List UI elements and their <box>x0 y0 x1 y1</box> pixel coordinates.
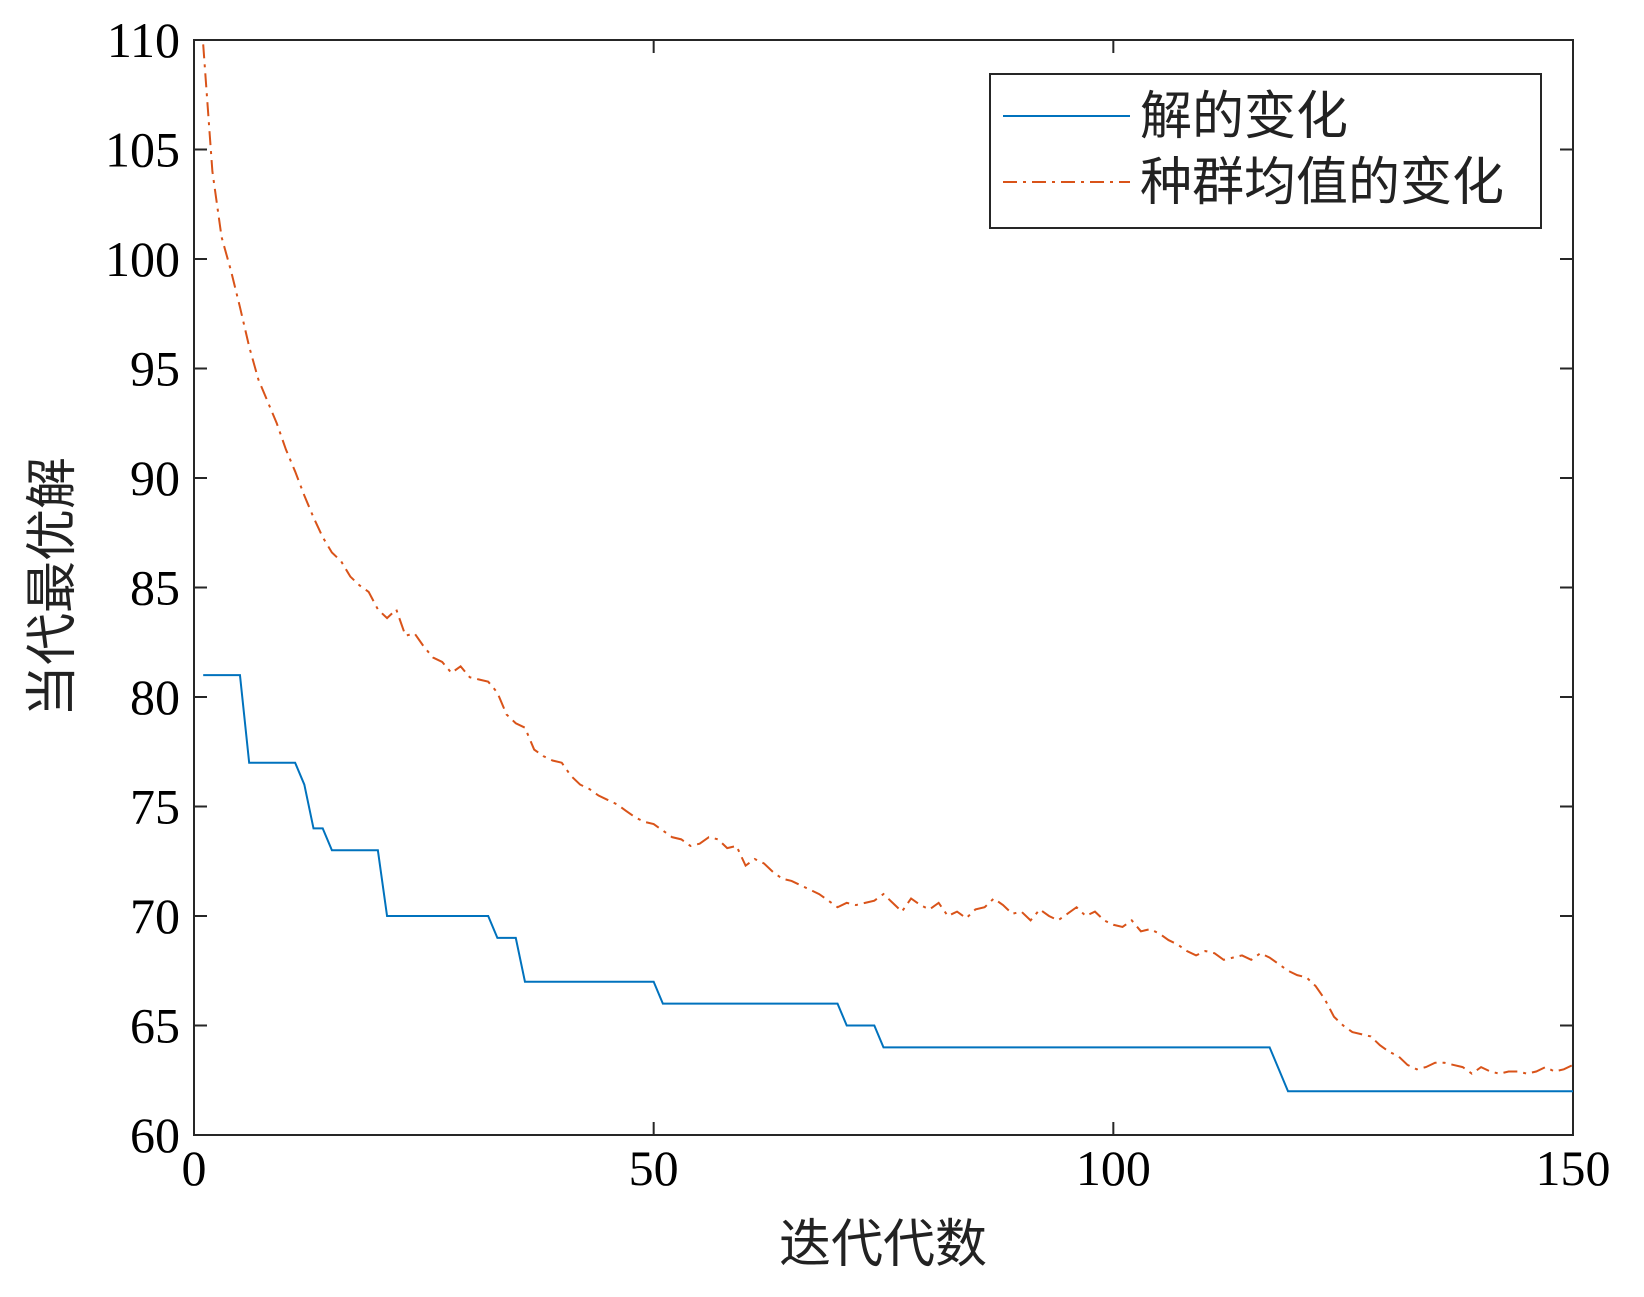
x-tick-label: 0 <box>182 1140 207 1196</box>
x-tick-label: 100 <box>1076 1140 1151 1196</box>
y-tick-label: 100 <box>105 231 180 287</box>
x-tick-label: 50 <box>629 1140 679 1196</box>
y-tick-label: 85 <box>130 560 180 616</box>
legend-label: 种群均值的变化 <box>1140 153 1504 213</box>
x-axis-label: 迭代代数 <box>779 1215 987 1275</box>
y-tick-label: 80 <box>130 669 180 725</box>
y-tick-label: 60 <box>130 1107 180 1163</box>
y-axis-label: 当代最优解 <box>23 457 83 717</box>
legend-label: 解的变化 <box>1140 87 1348 147</box>
y-tick-label: 110 <box>107 12 180 68</box>
legend-box <box>989 73 1542 229</box>
y-tick-label: 70 <box>130 888 180 944</box>
y-tick-label: 65 <box>130 998 180 1054</box>
y-tick-label: 90 <box>130 450 180 506</box>
y-tick-label: 75 <box>130 779 180 835</box>
y-tick-label: 105 <box>105 122 180 178</box>
series-line <box>203 674 1573 1093</box>
y-tick-label: 95 <box>130 341 180 397</box>
x-tick-label: 150 <box>1536 1140 1611 1196</box>
